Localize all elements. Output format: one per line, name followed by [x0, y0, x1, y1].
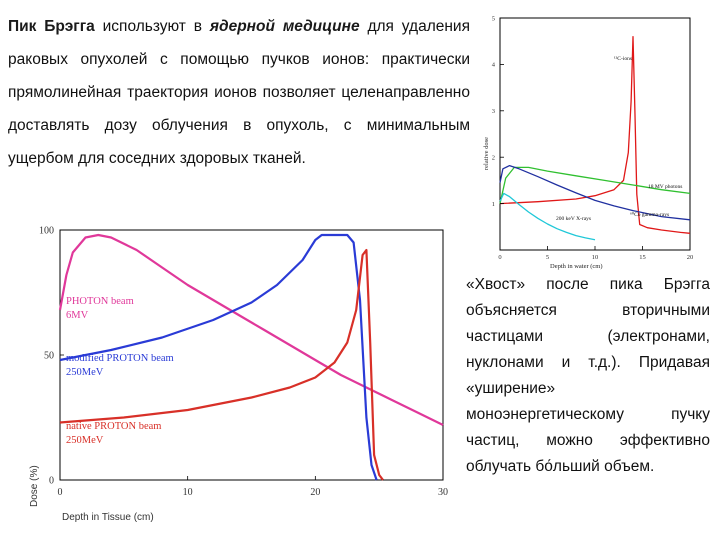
y-tick-labels: 1 2 3 4 5 [492, 15, 504, 208]
x-tick-label: 5 [546, 254, 549, 261]
term-nuclear-medicine: ядерной медицине [209, 18, 360, 35]
x-tick-label: 15 [639, 254, 646, 261]
legend-native-proton-name: native PROTON beam [66, 421, 161, 432]
legend-modified-proton-energy: 250MeV [66, 367, 104, 378]
series-group [499, 35, 691, 241]
y-tick-label: 0 [49, 476, 54, 487]
x-tick-label: 0 [498, 254, 501, 261]
series-line-3 [499, 192, 596, 241]
y-tick-label: 5 [492, 15, 495, 22]
y-tick-label: 4 [492, 62, 496, 69]
legend-photon-name: PHOTON beam [66, 296, 134, 307]
x-tick-label: 20 [310, 487, 320, 498]
y-tick-labels: 0 50 100 [39, 226, 64, 487]
x-tick-labels: 0 10 20 30 [58, 476, 448, 498]
x-tick-label: 10 [592, 254, 599, 261]
y-tick-label: 100 [39, 226, 54, 237]
y-axis-label: relative dose [483, 137, 490, 170]
series-line-2 [59, 248, 384, 481]
y-tick-label: 3 [492, 108, 495, 115]
annotation-18mv-photons: 18 MV photons [648, 184, 682, 190]
legend-native-proton-energy: 250MeV [66, 435, 104, 446]
relative-dose-water-chart: 1 2 3 4 5 0 5 10 15 20 Depth in water (cm) relat… [483, 15, 693, 270]
tail-explanation-paragraph: «Хвост» после пика Брэгга объясняется вт… [466, 276, 710, 475]
y-tick-label: 1 [492, 201, 495, 208]
term-bragg-peak: Пик Брэгга [8, 18, 95, 35]
dose-depth-tissue-chart: 0 50 100 0 10 20 30 Depth in Tissue (cm) Dose… [29, 226, 448, 524]
x-axis-label: Depth in Tissue (cm) [62, 512, 154, 523]
series-group [58, 233, 444, 481]
x-tick-label: 20 [687, 254, 694, 261]
series-line-0 [499, 35, 691, 234]
x-tick-label: 30 [438, 487, 448, 498]
x-tick-labels: 0 5 10 15 20 [498, 246, 693, 261]
y-tick-label: 2 [492, 154, 495, 161]
intro-part-1: используют в [94, 18, 210, 35]
legend-modified-proton-name: modified PROTON beam [66, 353, 174, 364]
annotation-co60-gamma: ⁶⁰Co gamma-rays [630, 211, 669, 218]
x-tick-label: 10 [183, 487, 193, 498]
x-axis-label: Depth in water (cm) [550, 263, 603, 270]
annotation-carbon-ions: ¹²C-ions [614, 56, 632, 62]
series-line-2 [499, 164, 691, 221]
y-tick-label: 50 [44, 351, 54, 362]
y-axis-label: Dose (%) [29, 465, 40, 507]
intro-paragraph: Пик Брэгга используют в ядерной медицине… [8, 10, 470, 175]
intro-part-2: для удаления раковых опухолей с помощью … [8, 18, 470, 167]
x-tick-label: 0 [58, 487, 63, 498]
annotation-200kev-xrays: 200 keV X-rays [556, 216, 591, 222]
series-line-1 [59, 233, 378, 481]
series-line-0 [58, 233, 444, 426]
series-line-1 [499, 166, 691, 204]
legend-photon-energy: 6MV [66, 310, 89, 321]
